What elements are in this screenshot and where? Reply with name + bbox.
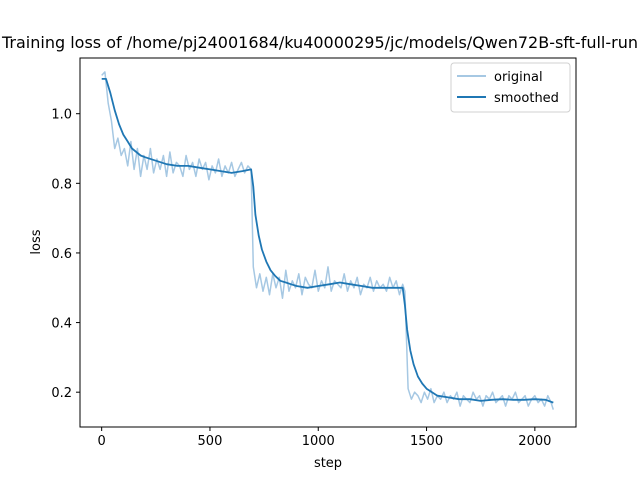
- x-tick-label: 1500: [410, 434, 443, 449]
- x-tick-label: 500: [198, 434, 223, 449]
- y-axis-label: loss: [29, 229, 44, 254]
- x-tick-label: 0: [98, 434, 106, 449]
- plot-area-frame: [79, 57, 577, 428]
- y-tick-label: 1.0: [51, 108, 72, 123]
- x-tick-label: 2000: [518, 434, 551, 449]
- y-axis-ticks: 0.2 0.4 0.6 0.8 1.0: [51, 108, 80, 401]
- y-tick-label: 0.2: [51, 386, 72, 401]
- series-layer: [101, 71, 555, 410]
- x-tick-label: 1000: [302, 434, 335, 449]
- legend-label-smoothed: smoothed: [494, 91, 559, 106]
- x-axis-ticks: 0 500 1000 1500 2000: [98, 427, 551, 449]
- y-tick-label: 0.6: [51, 247, 72, 262]
- legend: original smoothed: [450, 62, 571, 113]
- chart-title: Training loss of /home/pj24001684/ku4000…: [1, 33, 638, 52]
- y-tick-label: 0.8: [51, 177, 72, 192]
- y-tick-label: 0.4: [51, 317, 72, 332]
- series-line-smoothed: [101, 78, 554, 404]
- series-line-original: [101, 71, 555, 410]
- x-axis-label: step: [314, 456, 342, 471]
- legend-label-original: original: [494, 70, 543, 85]
